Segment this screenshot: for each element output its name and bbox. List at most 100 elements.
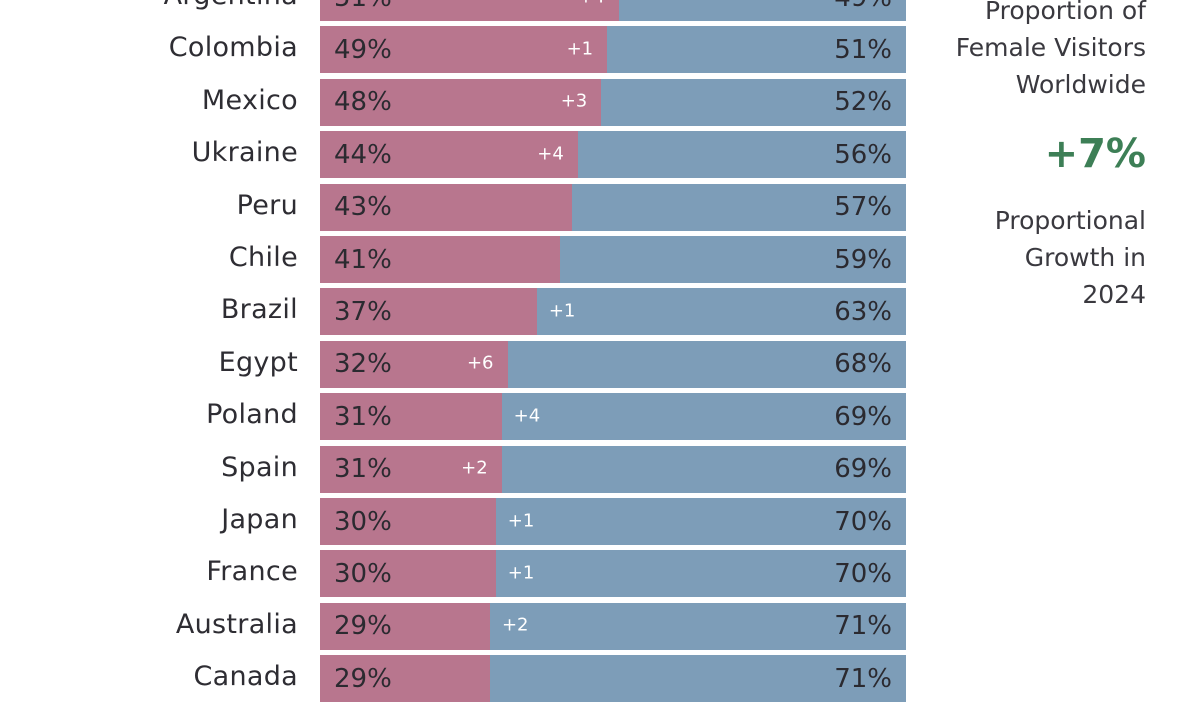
data-label-male: 70% <box>834 506 892 537</box>
bar-segment-female: 37% <box>320 288 537 336</box>
category-label: Canada <box>193 661 298 693</box>
bar-segment-female: 29% <box>320 602 490 650</box>
category-label: Brazil <box>220 294 298 326</box>
stacked-bar: 32% +6 68% <box>320 340 906 388</box>
data-label-female: 30% <box>334 506 392 537</box>
data-label-male: 63% <box>834 296 892 327</box>
bar-segment-male: 69% +4 <box>501 393 906 441</box>
stacked-bar: 37% 63% +1 <box>320 288 906 336</box>
data-label-female: 51% <box>334 0 392 13</box>
bar-segment-male: 71% +2 <box>489 602 906 650</box>
data-label-female: 49% <box>334 34 392 65</box>
category-label: Chile <box>228 242 298 273</box>
sidebar-caption-line: 2024 <box>1082 280 1146 309</box>
stacked-bar: 51% +4 49% <box>320 0 906 21</box>
stacked-bar: 29% 71% +2 <box>320 602 906 650</box>
sidebar-title-line: Female Visitors <box>955 33 1146 62</box>
data-label-female: 44% <box>334 139 392 170</box>
growth-label: +1 <box>507 509 535 531</box>
data-label-female: 48% <box>334 87 392 118</box>
data-label-male: 56% <box>834 139 892 170</box>
bar-segment-male: 69% <box>501 445 906 493</box>
bar-segment-male: 56% <box>577 131 906 179</box>
data-label-male: 52% <box>834 87 892 118</box>
data-label-female: 29% <box>334 611 392 642</box>
stacked-bar: 31% 69% +4 <box>320 393 906 441</box>
category-label: Poland <box>206 399 298 431</box>
data-label-male: 70% <box>834 558 892 589</box>
category-label: Ukraine <box>191 137 298 169</box>
stacked-bar: 43% 57% <box>320 183 906 231</box>
sidebar-caption: Proportional Growth in 2024 <box>906 202 1146 313</box>
bar-segment-male: 63% +1 <box>536 288 906 336</box>
growth-label: +3 <box>560 90 588 112</box>
sidebar-title-line: Worldwide <box>1015 70 1146 99</box>
bar-segment-female: 44% +4 <box>320 131 578 179</box>
category-label: Argentina <box>98 0 298 11</box>
data-label-male: 51% <box>834 34 892 65</box>
data-label-male: 71% <box>834 611 892 642</box>
category-label: Japan <box>221 504 298 535</box>
category-label: Mexico <box>201 84 298 116</box>
growth-label: +1 <box>548 300 576 322</box>
data-label-male: 69% <box>834 454 892 485</box>
data-label-male: 49% <box>834 0 892 13</box>
growth-label: +1 <box>566 38 594 60</box>
category-label: Spain <box>221 451 298 483</box>
bar-segment-female: 49% +1 <box>320 26 608 74</box>
growth-highlight-value: +7% <box>1044 131 1146 177</box>
data-label-male: 69% <box>834 401 892 432</box>
data-label-female: 31% <box>334 454 392 485</box>
bar-segment-male: 71% <box>489 655 906 702</box>
data-label-male: 68% <box>834 349 892 380</box>
growth-label: +4 <box>537 143 564 165</box>
data-label-female: 30% <box>334 558 392 589</box>
sidebar-title-line: Proportion of <box>984 0 1146 25</box>
data-label-female: 29% <box>334 663 392 694</box>
data-label-female: 41% <box>334 244 392 275</box>
category-label: Egypt <box>218 346 298 378</box>
stacked-bar: 49% +1 51% <box>320 26 906 74</box>
growth-label: +2 <box>461 457 488 479</box>
bar-segment-male: 59% <box>560 236 906 283</box>
bar-segment-female: 30% <box>320 550 496 598</box>
growth-label: +4 <box>578 0 605 7</box>
bar-segment-male: 51% <box>607 26 906 74</box>
bar-segment-male: 49% <box>618 0 906 21</box>
growth-label: +2 <box>501 614 529 636</box>
bar-segment-female: 31% <box>320 393 502 441</box>
sidebar-title: Proportion of Female Visitors Worldwide <box>906 0 1146 103</box>
stacked-bar: 48% +3 52% <box>320 78 906 126</box>
data-label-male: 57% <box>834 192 892 223</box>
stacked-bar: 30% 70% +1 <box>320 498 906 545</box>
bar-segment-male: 68% <box>507 340 906 388</box>
data-label-female: 37% <box>334 296 392 327</box>
sidebar-caption-line: Growth in <box>1024 243 1146 272</box>
category-label: France <box>206 556 298 588</box>
bar-segment-female: 29% <box>320 655 490 702</box>
growth-label: +6 <box>466 352 494 374</box>
data-label-female: 32% <box>334 349 392 380</box>
bar-segment-female: 48% +3 <box>320 78 602 126</box>
growth-label: +1 <box>507 562 535 584</box>
bar-segment-female: 43% <box>320 183 572 231</box>
data-label-male: 71% <box>834 663 892 694</box>
data-label-female: 31% <box>334 401 392 432</box>
bar-segment-female: 30% <box>320 498 496 545</box>
stacked-bar: 31% +2 69% <box>320 445 906 493</box>
bar-segment-female: 51% +4 <box>320 0 619 21</box>
bar-segment-male: 70% +1 <box>495 498 906 545</box>
bar-segment-male: 57% <box>571 183 906 231</box>
growth-label: +4 <box>513 405 541 427</box>
bar-segment-female: 32% +6 <box>320 340 508 388</box>
bar-segment-male: 52% <box>601 78 906 126</box>
sidebar-caption-line: Proportional <box>994 206 1146 235</box>
data-label-male: 59% <box>834 244 892 275</box>
stacked-bar: 41% 59% <box>320 236 906 283</box>
bar-segment-female: 31% +2 <box>320 445 502 493</box>
category-label: Australia <box>175 608 298 640</box>
data-label-female: 43% <box>334 192 392 223</box>
stacked-bar: 44% +4 56% <box>320 131 906 179</box>
category-label: Peru <box>236 189 298 221</box>
category-label: Colombia <box>168 32 298 64</box>
